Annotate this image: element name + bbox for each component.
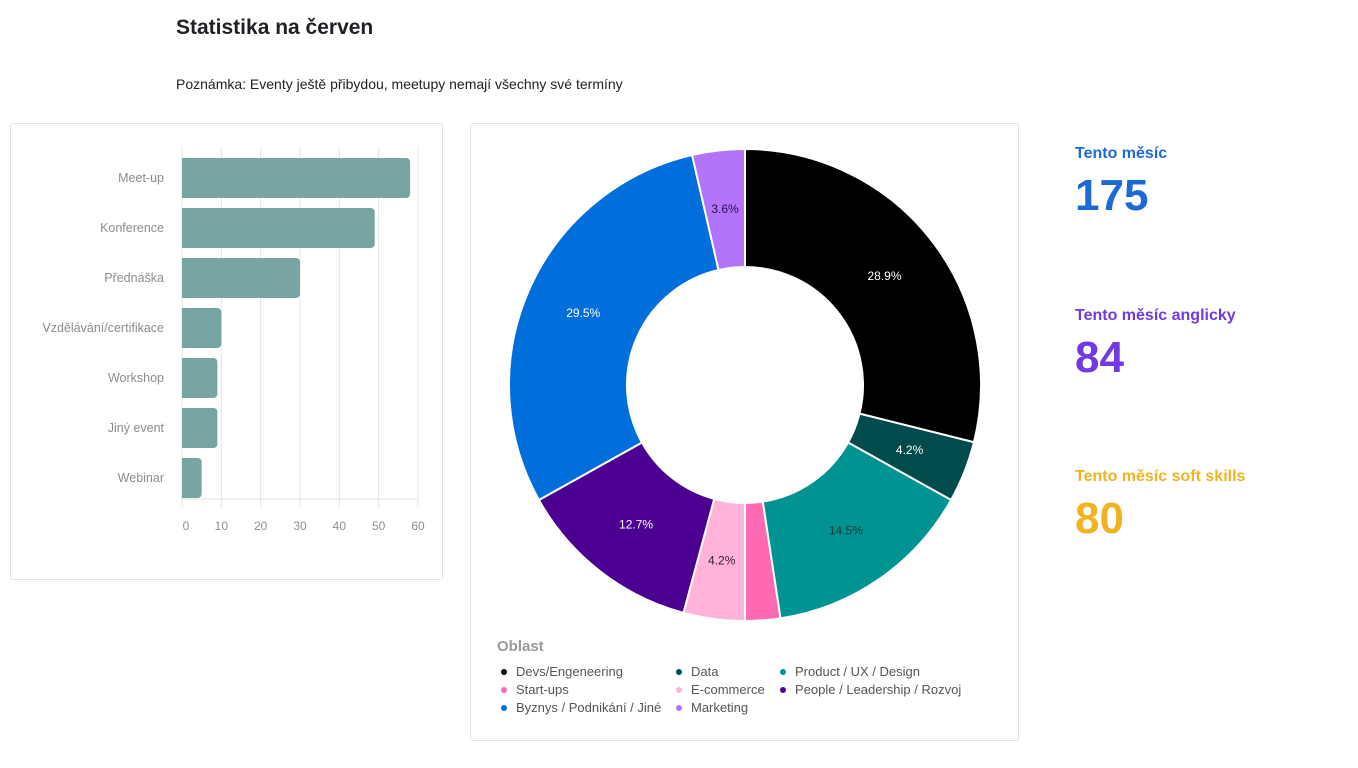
category-label: Přednáška: [104, 271, 164, 285]
kpi-value: 84: [1075, 333, 1124, 382]
event-type-bar-chart: 0 10 20 30 40 50 60 Meet-up Konference Přednáška V…: [42, 148, 425, 533]
x-tick-label: 50: [372, 519, 386, 533]
legend-dot-icon: [676, 686, 682, 693]
legend-item[interactable]: Devs/Engeneering: [497, 664, 672, 679]
legend-dot-icon: [501, 704, 507, 711]
event-type-bar-chart-card: 0 10 20 30 40 50 60 Meet-up Konference Přednáška V…: [10, 123, 443, 580]
legend-item[interactable]: Start-ups: [497, 682, 672, 697]
donut-legend: Oblast Devs/Engeneering Data Product / UX …: [497, 638, 997, 715]
bar: [182, 308, 222, 348]
x-tick-label: 0: [183, 519, 190, 533]
kpi-this-month-english: Tento měsíc anglicky 84: [1075, 307, 1236, 383]
donut-slice: [690, 147, 746, 272]
bar: [182, 408, 218, 448]
page-title: Statistika na červen: [176, 16, 374, 39]
kpi-this-month: Tento měsíc 175: [1075, 145, 1167, 221]
legend-item[interactable]: People / Leadership / Rozvoj: [776, 682, 976, 697]
category-label: Workshop: [108, 371, 164, 385]
bar: [182, 458, 202, 498]
legend-label: People / Leadership / Rozvoj: [795, 682, 962, 697]
legend-dot-icon: [676, 704, 682, 711]
x-tick-label: 30: [293, 519, 307, 533]
area-donut-chart: 28.9% 4.2% 14.5% 4.2% 12.7% 29.5% 3.6%: [508, 147, 982, 623]
area-donut-chart-card: 28.9% 4.2% 14.5% 4.2% 12.7% 29.5% 3.6% Oblast …: [470, 123, 1019, 741]
legend-label: Devs/Engeneering: [516, 664, 623, 679]
bar: [182, 258, 300, 298]
slice-label: 14.5%: [829, 523, 863, 537]
bar: [182, 158, 411, 198]
legend-dot-icon: [676, 668, 682, 675]
legend-item[interactable]: Data: [672, 664, 776, 679]
x-tick-label: 60: [411, 519, 425, 533]
donut-slice: [744, 147, 982, 444]
legend-dot-icon: [780, 686, 786, 693]
legend-label: Start-ups: [516, 682, 569, 697]
kpi-label: Tento měsíc: [1075, 145, 1168, 162]
category-label: Vzdělávání/certifikace: [42, 321, 164, 335]
slice-label: 28.9%: [868, 269, 902, 283]
category-label: Konference: [100, 221, 164, 235]
x-tick-label: 20: [254, 519, 268, 533]
legend-label: Byznys / Podnikání / Jiné: [516, 700, 662, 715]
category-label: Webinar: [118, 471, 164, 485]
x-tick-label: 40: [333, 519, 347, 533]
category-label: Meet-up: [118, 171, 164, 185]
legend-dot-icon: [501, 686, 507, 693]
legend-item[interactable]: E-commerce: [672, 682, 776, 697]
legend-title: Oblast: [497, 638, 544, 655]
legend-label: Marketing: [691, 700, 749, 715]
bar: [182, 208, 375, 248]
legend-label: Data: [691, 664, 719, 679]
legend-item[interactable]: Byznys / Podnikání / Jiné: [497, 700, 672, 715]
slice-label: 29.5%: [566, 306, 600, 320]
legend-label: Product / UX / Design: [795, 664, 920, 679]
slice-label: 12.7%: [619, 518, 653, 532]
slice-label: 4.2%: [708, 553, 736, 567]
bar: [182, 358, 218, 398]
kpi-value: 80: [1075, 494, 1124, 543]
legend-dot-icon: [780, 668, 786, 675]
x-tick-label: 10: [215, 519, 229, 533]
kpi-label: Tento měsíc soft skills: [1075, 468, 1246, 485]
category-label: Jiný event: [108, 421, 165, 435]
kpi-value: 175: [1075, 171, 1149, 220]
slice-label: 4.2%: [896, 443, 924, 457]
legend-item[interactable]: Product / UX / Design: [776, 664, 976, 679]
legend-dot-icon: [501, 668, 507, 675]
kpi-this-month-soft-skills: Tento měsíc soft skills 80: [1075, 468, 1245, 544]
legend-item[interactable]: Marketing: [672, 700, 776, 715]
legend-label: E-commerce: [691, 682, 765, 697]
donut-slice: [508, 153, 720, 502]
slice-label: 3.6%: [711, 202, 739, 216]
page-note: Poznámka: Eventy ještě přibydou, meetupy…: [176, 76, 623, 92]
legend-items: Devs/Engeneering Data Product / UX / Desig…: [497, 664, 997, 715]
donut-slice: [761, 441, 953, 620]
kpi-label: Tento měsíc anglicky: [1075, 307, 1236, 324]
